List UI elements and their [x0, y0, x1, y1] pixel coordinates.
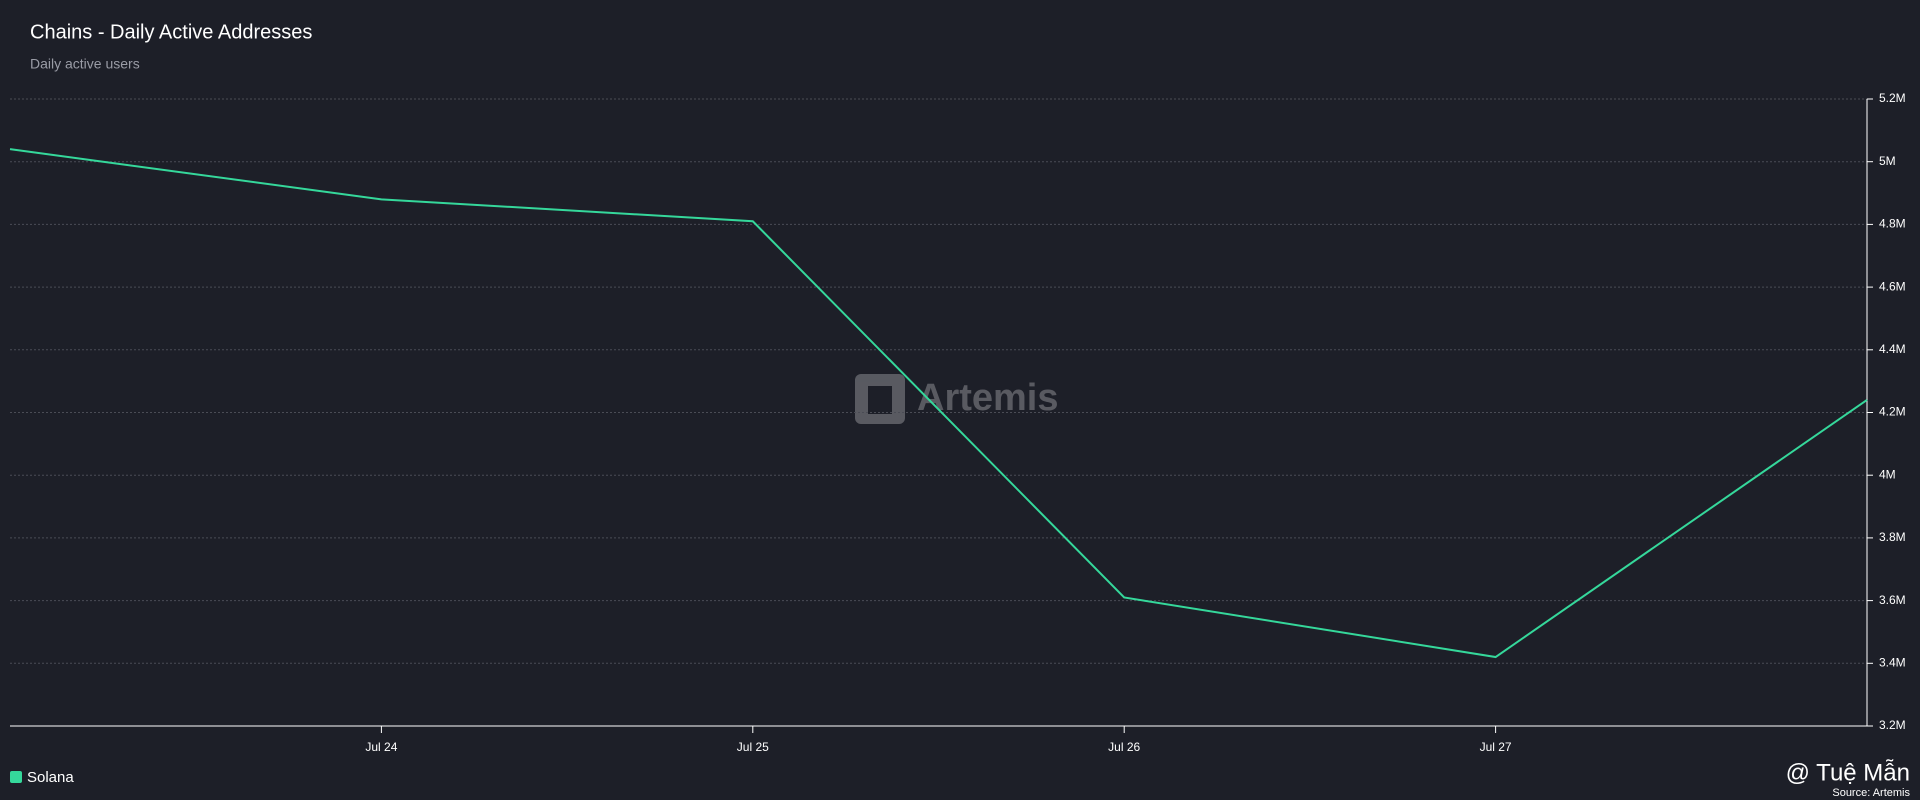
chart-subtitle: Daily active users [30, 56, 140, 72]
series-line [9, 148, 1868, 659]
x-tick-label: Jul 25 [737, 740, 769, 754]
y-tick-label: 4.8M [1879, 217, 1906, 231]
source: Source: Artemis [1832, 787, 1910, 799]
watermark-logo-cut [868, 386, 892, 414]
chart-title: Chains - Daily Active Addresses [30, 21, 312, 43]
legend-swatch [10, 771, 22, 783]
y-tick-label: 5M [1879, 154, 1896, 168]
watermark-logo [855, 374, 905, 424]
y-tick-label: 3.8M [1879, 530, 1906, 544]
y-tick-label: 3.4M [1879, 655, 1906, 669]
y-tick-label: 4.4M [1879, 342, 1906, 356]
watermark: Artemis [855, 374, 1059, 424]
y-tick-label: 4M [1879, 467, 1896, 481]
x-tick-label: Jul 26 [1108, 740, 1140, 754]
y-tick-label: 5.2M [1879, 91, 1906, 105]
x-tick-label: Jul 24 [365, 740, 397, 754]
y-tick-label: 4.6M [1879, 279, 1906, 293]
legend-label[interactable]: Solana [27, 769, 74, 786]
credit: @ Tuệ Mẫn [1786, 759, 1910, 786]
y-tick-label: 3.6M [1879, 593, 1906, 607]
y-tick-label: 4.2M [1879, 405, 1906, 419]
y-tick-label: 3.2M [1879, 718, 1906, 732]
x-tick-label: Jul 27 [1480, 740, 1512, 754]
